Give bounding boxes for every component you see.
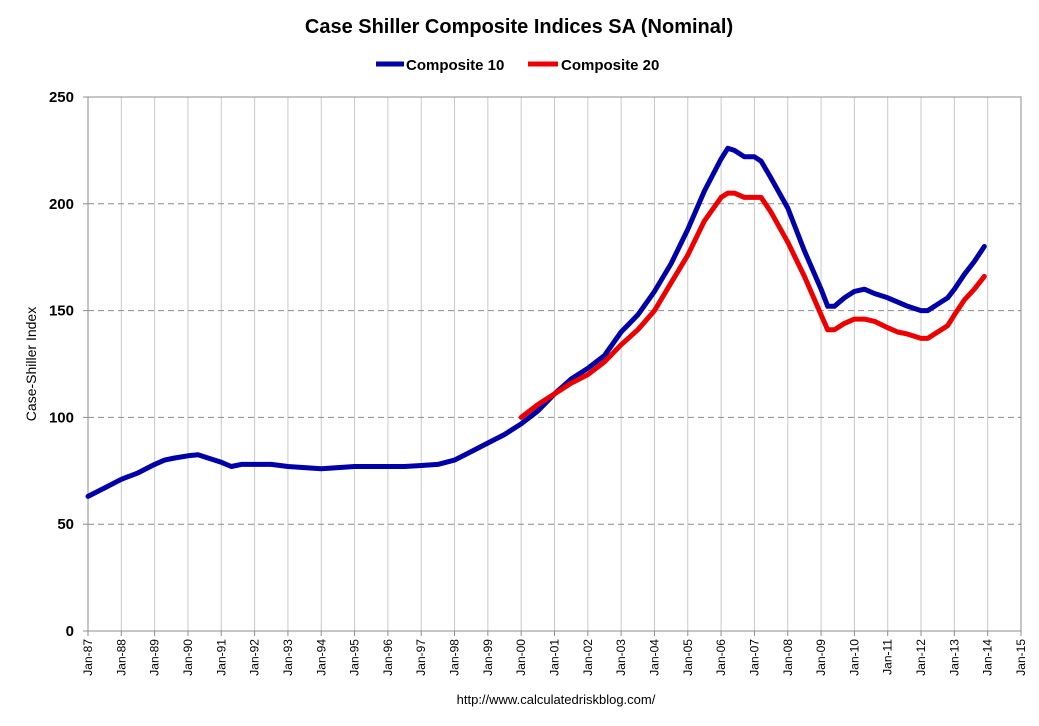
x-tick-label: Jan-14 bbox=[981, 639, 995, 676]
legend-label-composite-10: Composite 10 bbox=[406, 57, 504, 74]
x-tick-label: Jan-12 bbox=[914, 639, 928, 676]
plot-area: 0 50 100 150 200 250 Jan-87 Jan-88 Jan-89 Jan-90 J… bbox=[49, 89, 1028, 676]
series-line-composite-20 bbox=[518, 190, 987, 420]
x-tick-label: Jan-04 bbox=[647, 639, 661, 676]
x-tick-label: Jan-97 bbox=[414, 639, 428, 676]
x-tick-label: Jan-05 bbox=[681, 639, 695, 676]
source-note: http://www.calculatedriskblog.com/ bbox=[457, 692, 656, 707]
x-tick-label: Jan-95 bbox=[348, 639, 362, 676]
x-tick-label: Jan-01 bbox=[548, 639, 562, 676]
y-axis-label: Case-Shiller Index bbox=[23, 307, 39, 421]
x-tick-label: Jan-00 bbox=[514, 639, 528, 676]
y-tick-label: 250 bbox=[49, 89, 74, 106]
series-line-composite-10 bbox=[85, 145, 987, 499]
x-tick-label: Jan-88 bbox=[114, 639, 128, 676]
x-tick-label: Jan-99 bbox=[481, 639, 495, 676]
x-tick-label: Jan-90 bbox=[181, 639, 195, 676]
x-tick-label: Jan-03 bbox=[614, 639, 628, 676]
x-tick-label: Jan-15 bbox=[1014, 639, 1028, 676]
x-tick-label: Jan-92 bbox=[248, 639, 262, 676]
x-tick-label: Jan-94 bbox=[314, 639, 328, 676]
y-tick-label: 50 bbox=[57, 516, 74, 533]
x-tick-label: Jan-13 bbox=[947, 639, 961, 676]
x-tick-label: Jan-89 bbox=[148, 639, 162, 676]
legend-label-composite-20: Composite 20 bbox=[561, 57, 659, 74]
x-tick-label: Jan-91 bbox=[214, 639, 228, 676]
x-tick-label: Jan-08 bbox=[781, 639, 795, 676]
chart-title: Case Shiller Composite Indices SA (Nomin… bbox=[305, 16, 733, 38]
x-tick-label: Jan-10 bbox=[847, 639, 861, 676]
x-tick-label: Jan-11 bbox=[881, 639, 895, 675]
x-tick-label: Jan-98 bbox=[448, 639, 462, 676]
y-tick-label: 150 bbox=[49, 303, 74, 320]
x-tick-label: Jan-02 bbox=[581, 639, 595, 676]
y-tick-label: 200 bbox=[49, 196, 74, 213]
y-tick-label: 100 bbox=[49, 409, 74, 426]
legend: Composite 10 Composite 20 bbox=[376, 57, 659, 74]
x-tick-label: Jan-09 bbox=[814, 639, 828, 676]
x-tick-label: Jan-96 bbox=[381, 639, 395, 676]
x-tick-label: Jan-87 bbox=[81, 639, 95, 676]
x-tick-label: Jan-07 bbox=[747, 639, 761, 676]
x-tick-label: Jan-93 bbox=[281, 639, 295, 676]
y-tick-label: 0 bbox=[66, 623, 74, 640]
x-tick-label: Jan-06 bbox=[714, 639, 728, 676]
